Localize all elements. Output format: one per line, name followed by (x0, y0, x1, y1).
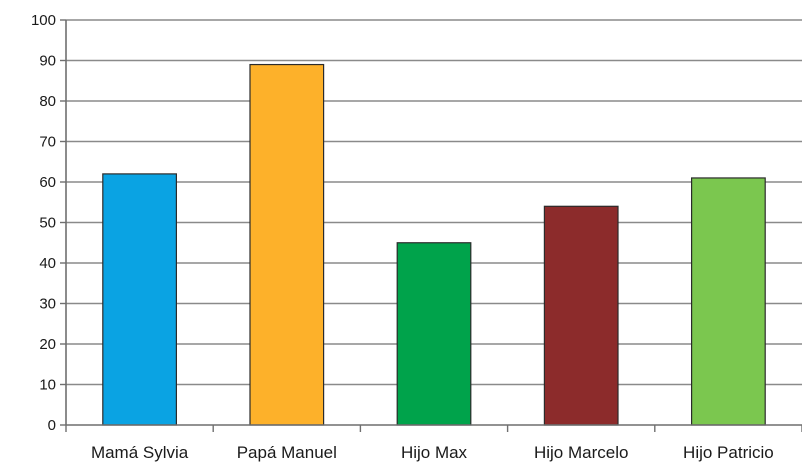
bar-2 (396, 242, 472, 426)
y-tick-label: 60 (39, 174, 56, 191)
bars (102, 63, 766, 426)
bar-1 (249, 63, 325, 426)
y-tick-label: 30 (39, 296, 56, 313)
y-tick-label: 50 (39, 215, 56, 232)
bar-4 (690, 177, 766, 426)
gridlines (66, 19, 802, 386)
bar-0 (102, 173, 178, 426)
x-category-label: Hijo Max (401, 443, 468, 462)
x-category-label: Mamá Sylvia (91, 443, 189, 462)
x-category-label: Papá Manuel (237, 443, 337, 462)
y-tick-label: 0 (48, 417, 56, 434)
y-tick-label: 70 (39, 134, 56, 151)
y-tick-label: 100 (31, 12, 56, 29)
x-category-label: Hijo Patricio (683, 443, 774, 462)
y-tick-labels: 0 10 20 30 40 50 60 70 80 90 100 (31, 12, 56, 434)
y-tick-label: 90 (39, 53, 56, 70)
axes (60, 19, 802, 432)
y-tick-label: 10 (39, 377, 56, 394)
x-category-labels: Mamá Sylvia Papá Manuel Hijo Max Hijo Marce… (91, 443, 774, 462)
bar-3 (543, 205, 619, 426)
y-tick-label: 80 (39, 93, 56, 110)
y-tick-label: 40 (39, 255, 56, 272)
y-tick-label: 20 (39, 336, 56, 353)
x-category-label: Hijo Marcelo (534, 443, 628, 462)
